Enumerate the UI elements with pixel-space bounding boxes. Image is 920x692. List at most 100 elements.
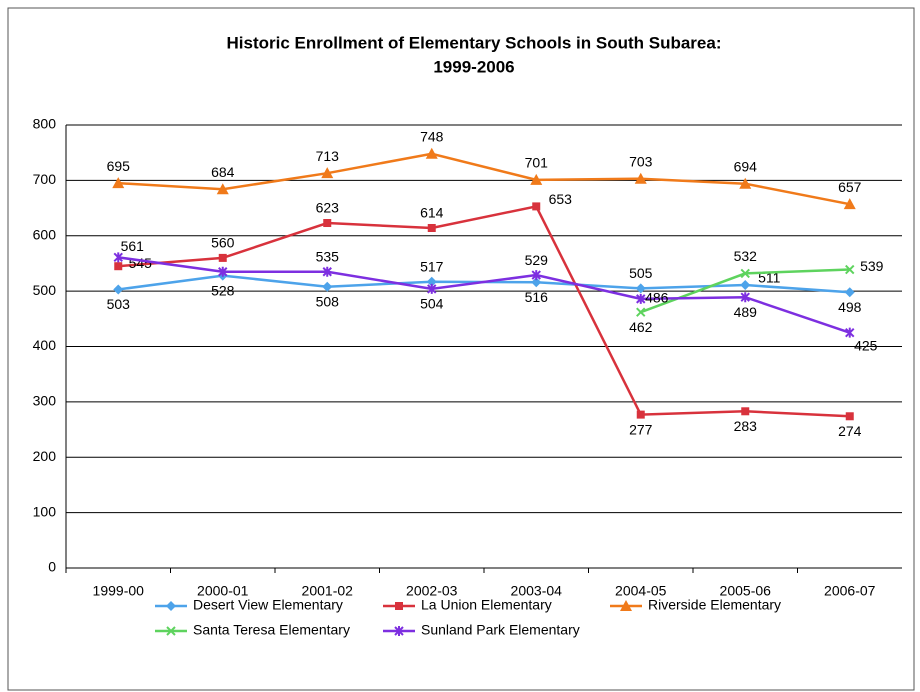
marker xyxy=(844,287,855,298)
data-label: 561 xyxy=(121,238,145,254)
marker xyxy=(166,626,176,636)
y-tick-label: 300 xyxy=(33,393,57,409)
marker xyxy=(740,280,751,291)
data-label: 462 xyxy=(629,319,653,335)
data-label: 653 xyxy=(549,191,573,207)
x-tick-label: 2001-02 xyxy=(302,583,354,599)
y-tick-label: 500 xyxy=(33,282,57,298)
marker xyxy=(112,177,125,189)
marker xyxy=(394,626,404,636)
chart-title: 1999-2006 xyxy=(433,57,514,76)
data-label: 701 xyxy=(525,155,549,171)
marker xyxy=(218,253,227,262)
data-label: 694 xyxy=(734,158,758,174)
marker xyxy=(323,219,332,228)
y-tick-label: 0 xyxy=(48,559,56,575)
x-tick-label: 2004-05 xyxy=(615,583,667,599)
marker xyxy=(634,172,647,184)
marker xyxy=(636,307,646,317)
marker xyxy=(620,600,632,611)
marker xyxy=(425,147,438,159)
marker xyxy=(843,198,856,210)
legend-label: Riverside Elementary xyxy=(648,597,781,613)
x-tick-label: 2005-06 xyxy=(720,583,772,599)
marker xyxy=(741,407,750,416)
data-label: 532 xyxy=(734,248,758,264)
marker xyxy=(530,173,543,185)
data-label: 498 xyxy=(838,299,862,315)
y-tick-label: 100 xyxy=(33,503,57,519)
legend-label: La Union Elementary xyxy=(421,597,552,613)
x-tick-label: 2006-07 xyxy=(824,583,876,599)
marker xyxy=(216,183,229,195)
data-label: 695 xyxy=(107,158,131,174)
marker xyxy=(427,283,437,294)
data-label: 516 xyxy=(525,289,549,305)
series-line xyxy=(118,152,850,206)
marker xyxy=(845,327,855,338)
data-label: 614 xyxy=(420,205,444,221)
marker xyxy=(636,410,645,419)
marker xyxy=(845,264,855,275)
marker xyxy=(166,601,176,611)
marker xyxy=(113,252,123,263)
x-tick-label: 2002-03 xyxy=(406,583,458,599)
data-label: 274 xyxy=(838,423,862,439)
data-label: 748 xyxy=(420,128,444,144)
data-label: 505 xyxy=(629,265,653,281)
data-label: 713 xyxy=(316,148,340,164)
marker xyxy=(427,223,436,232)
x-tick-label: 2000-01 xyxy=(197,583,249,599)
data-label: 539 xyxy=(860,258,884,274)
data-label: 508 xyxy=(316,293,340,309)
y-tick-label: 200 xyxy=(33,448,57,464)
marker xyxy=(113,284,124,295)
data-label: 486 xyxy=(645,290,669,306)
data-label: 504 xyxy=(420,296,444,312)
marker xyxy=(532,202,541,211)
data-label: 277 xyxy=(629,421,653,437)
marker xyxy=(322,266,332,277)
x-tick-label: 2003-04 xyxy=(511,583,563,599)
marker xyxy=(739,177,752,189)
y-tick-label: 600 xyxy=(33,226,57,242)
legend-label: Desert View Elementary xyxy=(193,597,343,613)
legend-label: Sunland Park Elementary xyxy=(421,622,580,638)
marker xyxy=(114,262,123,271)
marker xyxy=(636,293,646,304)
data-label: 283 xyxy=(734,418,758,434)
marker xyxy=(321,167,334,179)
y-tick-label: 800 xyxy=(33,116,57,132)
y-tick-label: 700 xyxy=(33,171,57,187)
chart-border xyxy=(7,7,915,691)
data-label: 503 xyxy=(107,296,131,312)
marker xyxy=(740,268,750,279)
data-label: 425 xyxy=(854,337,878,353)
marker xyxy=(395,602,403,610)
data-label: 535 xyxy=(316,248,340,264)
marker xyxy=(740,292,750,303)
series-line xyxy=(118,256,851,334)
x-tick-label: 1999-00 xyxy=(93,583,145,599)
chart-title: Historic Enrollment of Elementary School… xyxy=(227,33,722,52)
data-label: 517 xyxy=(420,258,444,274)
marker xyxy=(635,283,646,294)
series-line xyxy=(118,204,850,418)
legend-label: Santa Teresa Elementary xyxy=(193,622,350,638)
marker xyxy=(218,266,228,277)
data-label: 684 xyxy=(211,164,235,180)
data-label: 703 xyxy=(629,153,653,169)
marker xyxy=(845,412,854,421)
data-label: 545 xyxy=(129,255,153,271)
data-label: 657 xyxy=(838,179,862,195)
marker xyxy=(531,277,542,288)
marker xyxy=(426,276,437,287)
marker xyxy=(531,270,541,281)
data-label: 529 xyxy=(525,252,549,268)
data-label: 623 xyxy=(316,200,340,216)
data-label: 528 xyxy=(211,282,235,298)
marker xyxy=(322,281,333,292)
data-label: 489 xyxy=(734,304,758,320)
y-tick-label: 400 xyxy=(33,337,57,353)
